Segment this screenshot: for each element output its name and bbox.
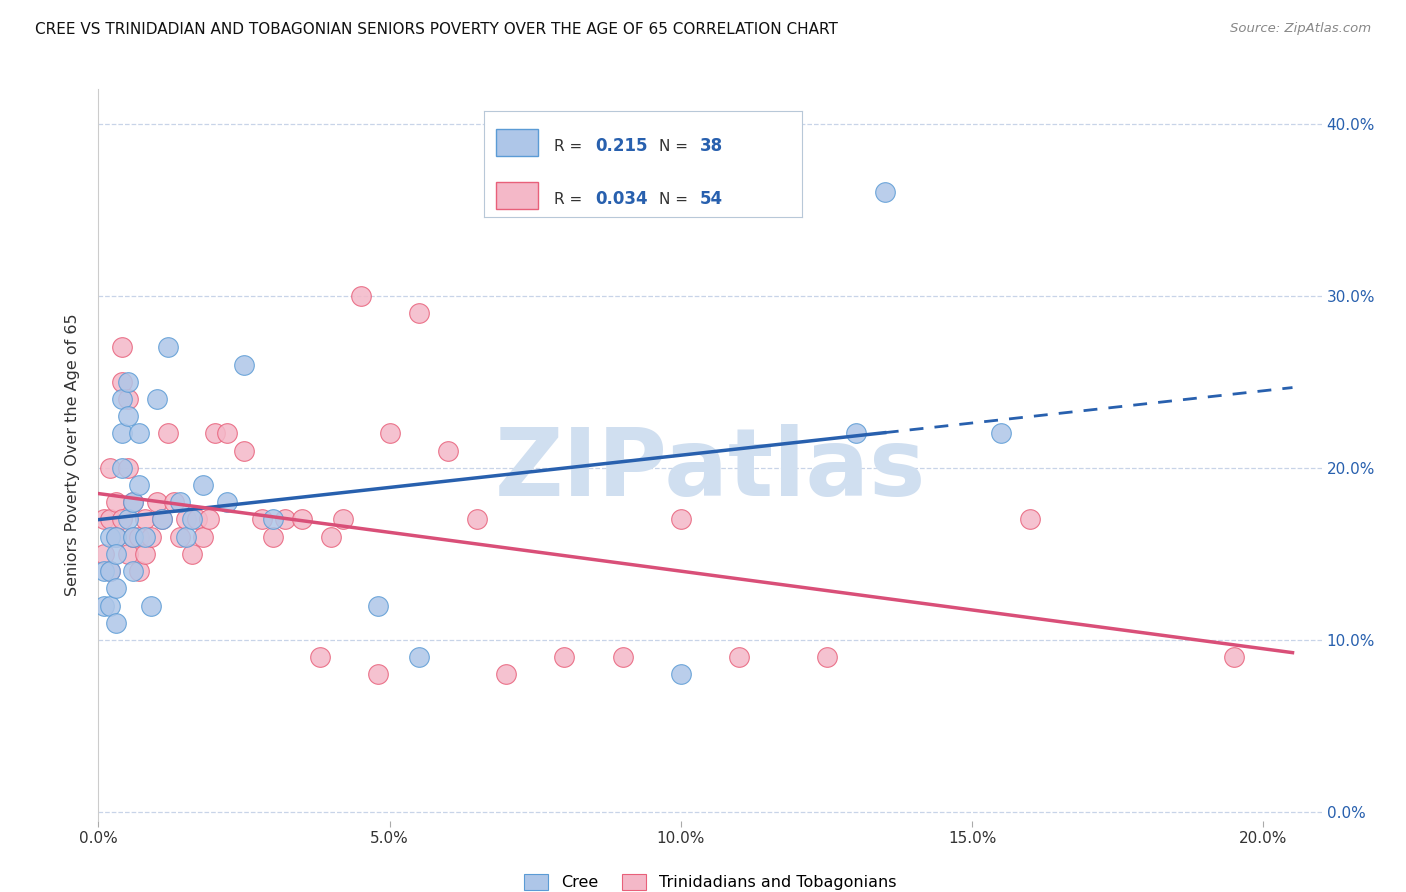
Point bbox=[93, 599, 115, 613]
Point bbox=[367, 599, 389, 613]
Point bbox=[495, 667, 517, 681]
Point bbox=[117, 512, 139, 526]
Point bbox=[93, 512, 115, 526]
Point bbox=[815, 650, 838, 665]
Point bbox=[104, 530, 127, 544]
Point bbox=[152, 512, 174, 526]
Point bbox=[93, 564, 115, 578]
Point bbox=[134, 512, 156, 526]
Point bbox=[990, 426, 1012, 441]
Point bbox=[367, 667, 389, 681]
Point bbox=[408, 650, 430, 665]
Point bbox=[104, 547, 127, 561]
Point bbox=[1223, 650, 1246, 665]
Point bbox=[111, 375, 134, 389]
Point bbox=[134, 547, 156, 561]
Point bbox=[1019, 512, 1042, 526]
Point bbox=[262, 512, 284, 526]
Point bbox=[117, 460, 139, 475]
Point bbox=[669, 512, 692, 526]
Point bbox=[321, 530, 343, 544]
Point bbox=[157, 340, 180, 354]
Point bbox=[98, 599, 121, 613]
Point bbox=[117, 392, 139, 406]
Point bbox=[174, 530, 197, 544]
Point bbox=[117, 375, 139, 389]
Point bbox=[198, 512, 221, 526]
Point bbox=[612, 650, 634, 665]
Point bbox=[845, 426, 868, 441]
Y-axis label: Seniors Poverty Over the Age of 65: Seniors Poverty Over the Age of 65 bbox=[65, 314, 80, 596]
Point bbox=[233, 358, 256, 372]
Point bbox=[122, 530, 145, 544]
Point bbox=[111, 460, 134, 475]
Point bbox=[169, 495, 191, 509]
Legend: Cree, Trinidadians and Tobagonians: Cree, Trinidadians and Tobagonians bbox=[517, 867, 903, 892]
Point bbox=[437, 443, 460, 458]
Text: CREE VS TRINIDADIAN AND TOBAGONIAN SENIORS POVERTY OVER THE AGE OF 65 CORRELATIO: CREE VS TRINIDADIAN AND TOBAGONIAN SENIO… bbox=[35, 22, 838, 37]
Point bbox=[128, 426, 150, 441]
Point bbox=[122, 495, 145, 509]
Point bbox=[308, 650, 330, 665]
Point bbox=[553, 650, 575, 665]
Point bbox=[169, 530, 191, 544]
Point bbox=[117, 409, 139, 424]
Point bbox=[139, 530, 162, 544]
Point bbox=[215, 495, 238, 509]
Point bbox=[98, 460, 121, 475]
Point bbox=[215, 426, 238, 441]
Point bbox=[128, 564, 150, 578]
Point bbox=[98, 564, 121, 578]
Point bbox=[145, 392, 167, 406]
Point bbox=[408, 306, 430, 320]
Point bbox=[465, 512, 488, 526]
Point bbox=[157, 426, 180, 441]
Point bbox=[274, 512, 297, 526]
Point bbox=[180, 547, 202, 561]
Point bbox=[193, 530, 215, 544]
Point bbox=[233, 443, 256, 458]
Point bbox=[262, 530, 284, 544]
Point bbox=[111, 340, 134, 354]
Point bbox=[349, 289, 371, 303]
Point bbox=[174, 512, 197, 526]
Point bbox=[134, 530, 156, 544]
Point bbox=[145, 495, 167, 509]
Point bbox=[98, 530, 121, 544]
Point bbox=[122, 564, 145, 578]
Point bbox=[250, 512, 273, 526]
Point bbox=[104, 615, 127, 630]
Point bbox=[128, 478, 150, 492]
Point bbox=[180, 512, 202, 526]
Point bbox=[111, 512, 134, 526]
Point bbox=[104, 495, 127, 509]
Point bbox=[111, 426, 134, 441]
Point bbox=[332, 512, 354, 526]
Point bbox=[104, 582, 127, 596]
Point bbox=[728, 650, 751, 665]
Text: ZIPatlas: ZIPatlas bbox=[495, 424, 925, 516]
Point bbox=[291, 512, 314, 526]
Point bbox=[163, 495, 186, 509]
Point bbox=[117, 547, 139, 561]
Point bbox=[111, 392, 134, 406]
Text: Source: ZipAtlas.com: Source: ZipAtlas.com bbox=[1230, 22, 1371, 36]
Point bbox=[378, 426, 401, 441]
Point bbox=[98, 564, 121, 578]
Point bbox=[139, 599, 162, 613]
Point bbox=[193, 478, 215, 492]
Point bbox=[128, 530, 150, 544]
Point bbox=[204, 426, 226, 441]
Point bbox=[98, 512, 121, 526]
Point bbox=[93, 547, 115, 561]
Point bbox=[122, 495, 145, 509]
Point bbox=[873, 186, 896, 200]
Point bbox=[104, 530, 127, 544]
Point bbox=[669, 667, 692, 681]
Point bbox=[186, 512, 208, 526]
Point bbox=[152, 512, 174, 526]
Point bbox=[122, 530, 145, 544]
